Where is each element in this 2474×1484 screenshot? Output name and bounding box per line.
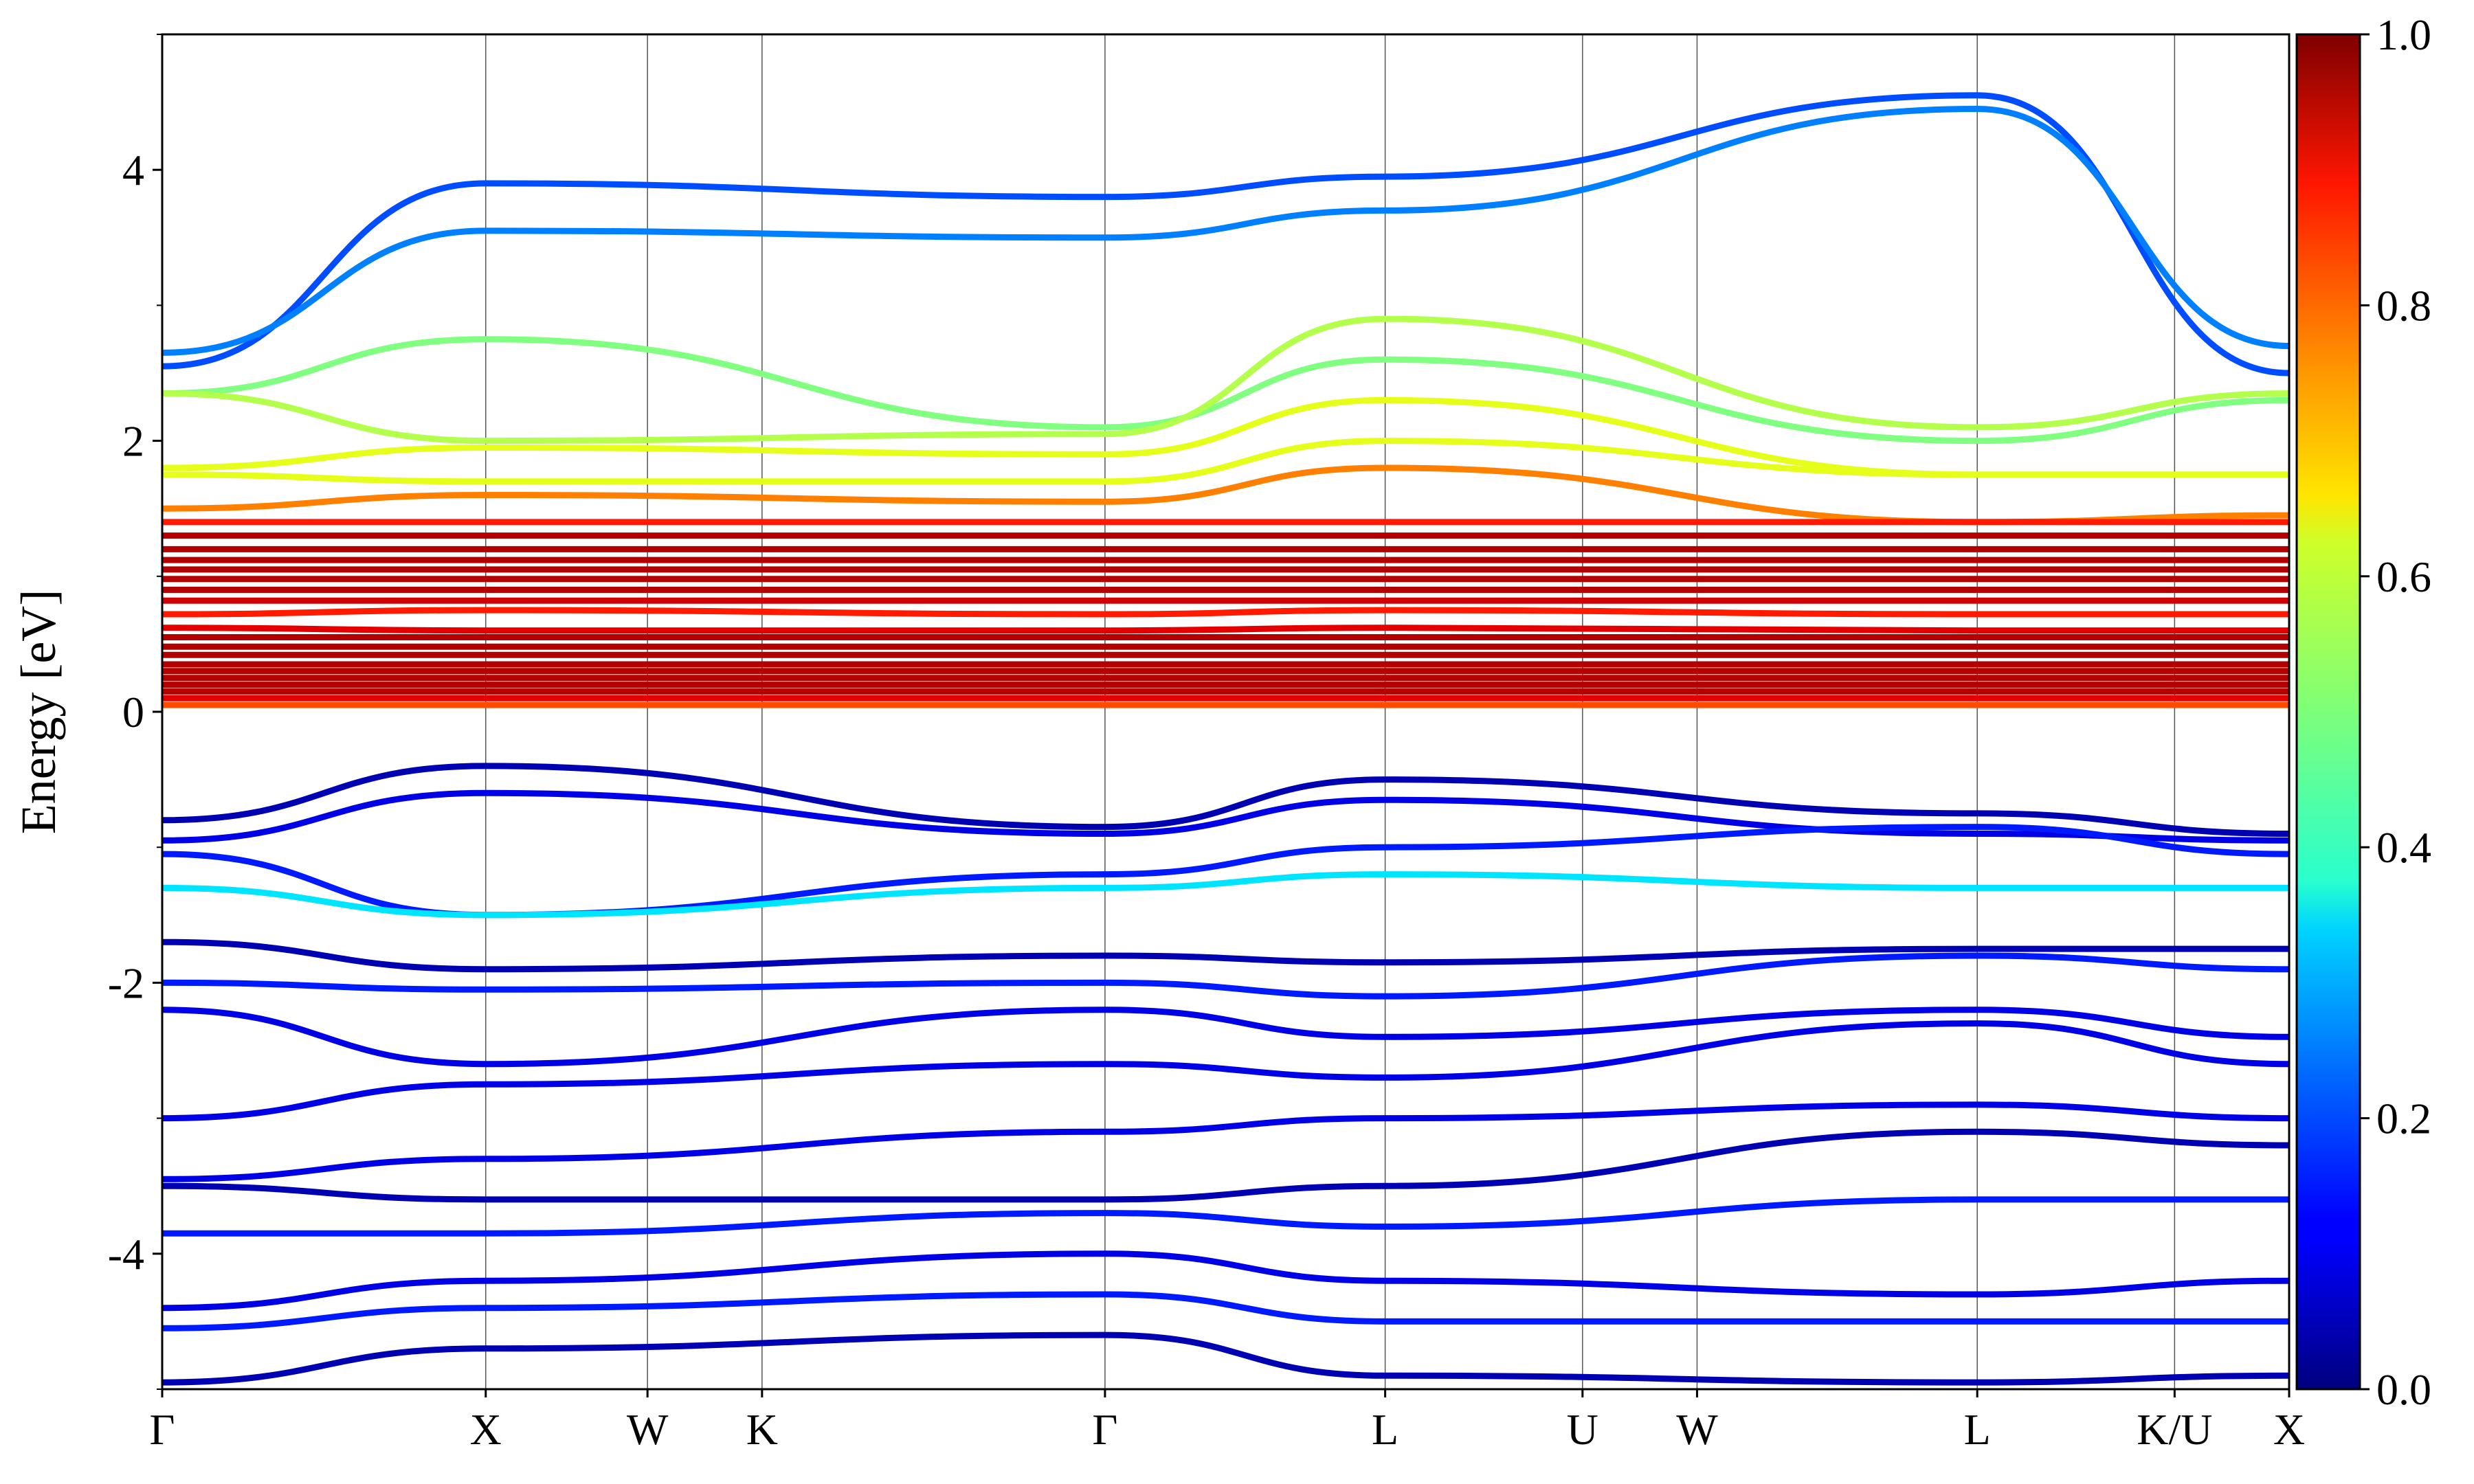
y-axis: 4 2 0 -2 -4: [108, 34, 162, 1390]
band-line: [162, 1196, 2289, 1237]
colorbar-tick-label: 0.0: [2376, 1365, 2431, 1414]
band-line: [162, 824, 2289, 919]
x-tick-label: U: [1567, 1405, 1598, 1454]
x-axis: Γ X W K Γ L U W L K/U X: [150, 1389, 2305, 1454]
band-line: [162, 1101, 2289, 1182]
y-tick-label: -2: [108, 958, 144, 1007]
plot-frame: [161, 33, 2291, 1391]
y-tick-label: -4: [108, 1230, 144, 1279]
colorbar-tick-label: 0.8: [2376, 281, 2431, 330]
colorbar-tick-label: 0.4: [2376, 823, 2431, 872]
band-line: [162, 1331, 2289, 1386]
band-line: [162, 938, 2289, 973]
band-line: [162, 1291, 2289, 1331]
colorbar-tick-label: 0.6: [2376, 552, 2431, 601]
band-line: [162, 871, 2289, 919]
band-line: [162, 1250, 2289, 1312]
band-line: [162, 92, 2289, 376]
x-tick-label: L: [1372, 1405, 1398, 1454]
band-line: [162, 952, 2289, 1000]
band-line: [162, 438, 2289, 485]
band-line: [162, 789, 2289, 844]
band-line: [162, 1128, 2289, 1203]
y-tick-label: 4: [122, 146, 144, 194]
y-axis-title: Energy [eV]: [11, 589, 66, 835]
x-tick-label: L: [1964, 1405, 1991, 1454]
x-tick-label: K/U: [2137, 1405, 2212, 1454]
band-line: [162, 625, 2289, 634]
x-tick-label: K: [746, 1405, 778, 1454]
x-tick-label: X: [470, 1405, 502, 1454]
y-tick-label: 2: [122, 417, 144, 466]
colorbar-tick-label: 0.2: [2376, 1094, 2431, 1143]
x-tick-label: W: [1676, 1405, 1718, 1454]
x-tick-label: W: [627, 1405, 669, 1454]
x-tick-label: X: [2273, 1405, 2305, 1454]
colorbar-tick-label: 1.0: [2376, 10, 2431, 59]
colorbar-gradient: [2295, 33, 2361, 1391]
kpoint-separator-lines: [485, 34, 2176, 1389]
colorbar-ticks: 1.0 0.8 0.6 0.4 0.2 0.0: [2360, 10, 2431, 1414]
band-line: [162, 607, 2289, 618]
plot-area: [161, 33, 2291, 1391]
x-tick-label: Γ: [150, 1405, 175, 1454]
band-line: [162, 336, 2289, 445]
colorbar: 1.0 0.8 0.6 0.4 0.2 0.0: [2295, 10, 2431, 1414]
band-lines: [162, 92, 2289, 1386]
band-line: [162, 763, 2289, 837]
band-line: [162, 315, 2289, 445]
band-line: [162, 105, 2289, 356]
y-tick-label: 0: [122, 688, 144, 737]
x-tick-label: Γ: [1092, 1405, 1117, 1454]
band-line: [162, 1020, 2289, 1122]
band-line: [162, 1007, 2289, 1068]
